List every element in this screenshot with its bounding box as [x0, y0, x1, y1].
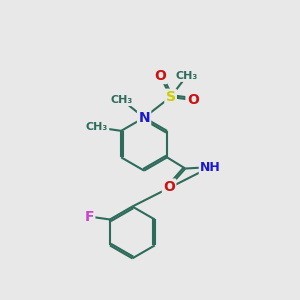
Text: F: F: [85, 209, 94, 224]
Text: O: O: [187, 93, 199, 107]
Text: NH: NH: [200, 160, 221, 174]
Text: O: O: [163, 180, 175, 194]
Text: CH₃: CH₃: [176, 71, 198, 81]
Text: S: S: [166, 90, 176, 104]
Text: O: O: [154, 69, 166, 83]
Text: CH₃: CH₃: [111, 95, 133, 105]
Text: N: N: [138, 111, 150, 124]
Text: CH₃: CH₃: [86, 122, 108, 132]
